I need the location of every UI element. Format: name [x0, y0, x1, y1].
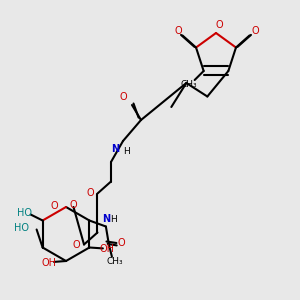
Text: OH: OH: [100, 244, 115, 254]
Text: CH₃: CH₃: [180, 80, 197, 89]
Text: HO: HO: [17, 208, 32, 218]
Text: O: O: [252, 26, 259, 36]
Text: O: O: [119, 92, 127, 103]
Text: O: O: [215, 20, 223, 31]
Text: O: O: [117, 238, 125, 248]
Text: H: H: [123, 147, 129, 156]
Text: OH: OH: [42, 257, 57, 268]
Text: CH₃: CH₃: [106, 256, 123, 266]
Text: N: N: [102, 214, 110, 224]
Text: O: O: [86, 188, 94, 199]
Text: O: O: [73, 239, 80, 250]
Text: O: O: [174, 26, 182, 36]
Text: O: O: [50, 201, 58, 211]
Text: N: N: [111, 143, 120, 154]
Text: O: O: [70, 200, 77, 211]
Text: HO: HO: [14, 223, 29, 233]
Text: H: H: [110, 214, 117, 224]
